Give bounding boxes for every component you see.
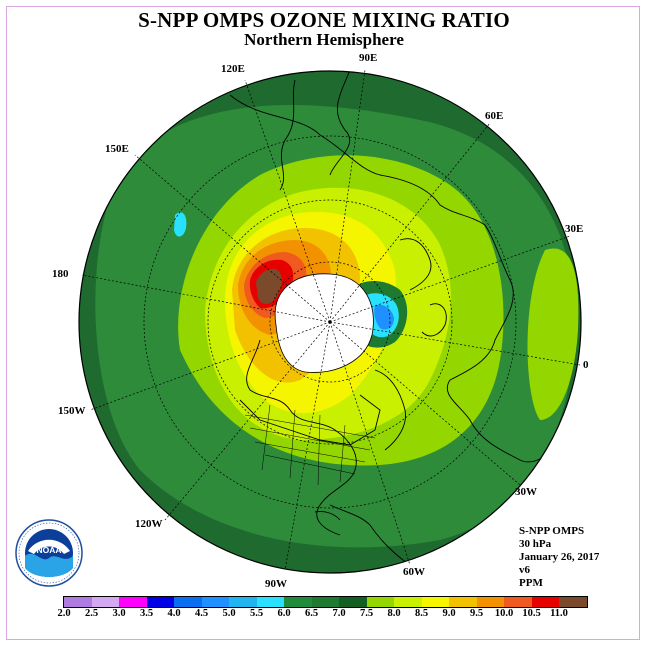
colorbar-tick-label: 5.0	[222, 608, 236, 619]
colorbar-swatch	[476, 597, 504, 607]
meridian-60e	[329, 122, 491, 323]
ozone-field	[79, 71, 581, 573]
colorbar-tick-label: 3.5	[139, 608, 154, 619]
map-border	[78, 70, 582, 574]
info-line-instrument: S-NPP OMPS	[519, 525, 585, 537]
coast-central-america	[329, 504, 411, 566]
page-subtitle: Northern Hemisphere	[244, 30, 404, 49]
colorbar-swatch	[146, 597, 174, 607]
colorbar-swatch	[559, 597, 587, 607]
colorbar-tick-label: 2.5	[84, 608, 99, 619]
info-line-level: 30 hPa	[519, 538, 552, 550]
page-title: S-NPP OMPS OZONE MIXING RATIO	[138, 8, 510, 32]
colorbar-swatch	[64, 597, 92, 607]
coast-china	[279, 79, 296, 191]
lon-label-90e: 90E	[359, 52, 378, 64]
colorbar-tick-label: 7.0	[332, 608, 346, 619]
field-brown	[256, 268, 282, 304]
colorbar-swatch	[174, 597, 202, 607]
lon-label-0: 0	[583, 359, 589, 371]
colorbar-tick-label: 3.0	[112, 608, 126, 619]
colorbar-tick-label: 8.5	[414, 608, 429, 619]
coast-greenland	[374, 369, 406, 451]
meridian-120e	[244, 79, 331, 323]
lon-label-90w: 90W	[265, 578, 287, 590]
lon-label-60e: 60E	[485, 110, 504, 122]
coast-europe	[399, 238, 432, 291]
lon-label-150w: 150W	[58, 405, 86, 417]
no-data-polar-cap	[274, 273, 374, 373]
field-light-green-edge	[527, 248, 579, 420]
lon-label-150e: 150E	[105, 143, 129, 155]
coast-scandinavia	[421, 303, 447, 337]
colorbar-tick-label: 8.0	[387, 608, 401, 619]
colorbar-tick-label: 10.0	[494, 608, 514, 619]
lon-label-120w: 120W	[135, 518, 163, 530]
meridian-60w	[329, 321, 411, 566]
colorbar-tick-label: 6.5	[304, 608, 319, 619]
colorbar-tick-label: 6.0	[277, 608, 291, 619]
state-grid	[244, 404, 376, 486]
meridian-150e	[134, 154, 331, 323]
colorbar-tick-label: 4.0	[167, 608, 181, 619]
field-cyan-spot	[174, 212, 187, 237]
colorbar-swatch	[119, 597, 147, 607]
coast-east-asia	[329, 71, 351, 176]
colorbar-swatch	[256, 597, 284, 607]
figure-frame	[6, 6, 640, 640]
lon-label-180: 180	[52, 268, 69, 280]
graticule	[81, 69, 581, 571]
colorbar-swatch	[311, 597, 339, 607]
colorbar-tick-label: 11.0	[550, 608, 568, 619]
coast-cuba	[314, 511, 341, 521]
colorbar-tick-label: 5.5	[249, 608, 264, 619]
colorbar-swatch	[531, 597, 559, 607]
colorbar-tick-label: 7.5	[359, 608, 374, 619]
info-line-date: January 26, 2017	[519, 551, 600, 563]
lat-circle-50	[207, 199, 453, 445]
lat-circle-30	[143, 135, 517, 509]
colorbar-swatch	[339, 597, 367, 607]
colorbar-swatch	[366, 597, 394, 607]
lon-label-120e: 120E	[221, 63, 245, 75]
meridian-90e	[329, 69, 366, 323]
colorbar-tick-label: 9.0	[442, 608, 456, 619]
coast-eurasia	[229, 94, 576, 463]
info-block: S-NPP OMPS 30 hPa January 26, 2017 v6 PP…	[519, 525, 599, 590]
coast-usa	[239, 394, 381, 446]
colorbar-swatch	[449, 597, 477, 607]
colorbar-tick-label: 10.5	[522, 608, 541, 619]
meridian-30w	[329, 321, 521, 486]
lon-label-30e: 30E	[565, 223, 584, 235]
lon-label-60w: 60W	[403, 566, 425, 578]
lon-label-30w: 30W	[515, 486, 537, 498]
colorbar-swatch	[421, 597, 449, 607]
colorbar-tick-label: 4.5	[194, 608, 209, 619]
colorbar-tick-label: 9.5	[469, 608, 484, 619]
coast-north-america	[246, 339, 357, 536]
colorbar-swatch	[394, 597, 422, 607]
colorbar-swatch	[91, 597, 119, 607]
colorbar-tick-label: 2.0	[57, 608, 71, 619]
meridian-30e	[329, 235, 571, 323]
noaa-logo-text: NOAA	[36, 545, 61, 555]
colorbar-swatch	[504, 597, 532, 607]
lat-circle-70	[269, 261, 391, 383]
noaa-logo: NOAA	[15, 519, 83, 587]
meridian-120w	[164, 321, 331, 521]
info-line-units: PPM	[519, 577, 543, 589]
colorbar	[63, 596, 588, 608]
coastlines	[229, 71, 576, 566]
colorbar-swatch	[201, 597, 229, 607]
colorbar-swatch	[284, 597, 312, 607]
info-line-version: v6	[519, 564, 530, 576]
meridian-150w	[89, 321, 331, 411]
colorbar-swatch	[229, 597, 257, 607]
